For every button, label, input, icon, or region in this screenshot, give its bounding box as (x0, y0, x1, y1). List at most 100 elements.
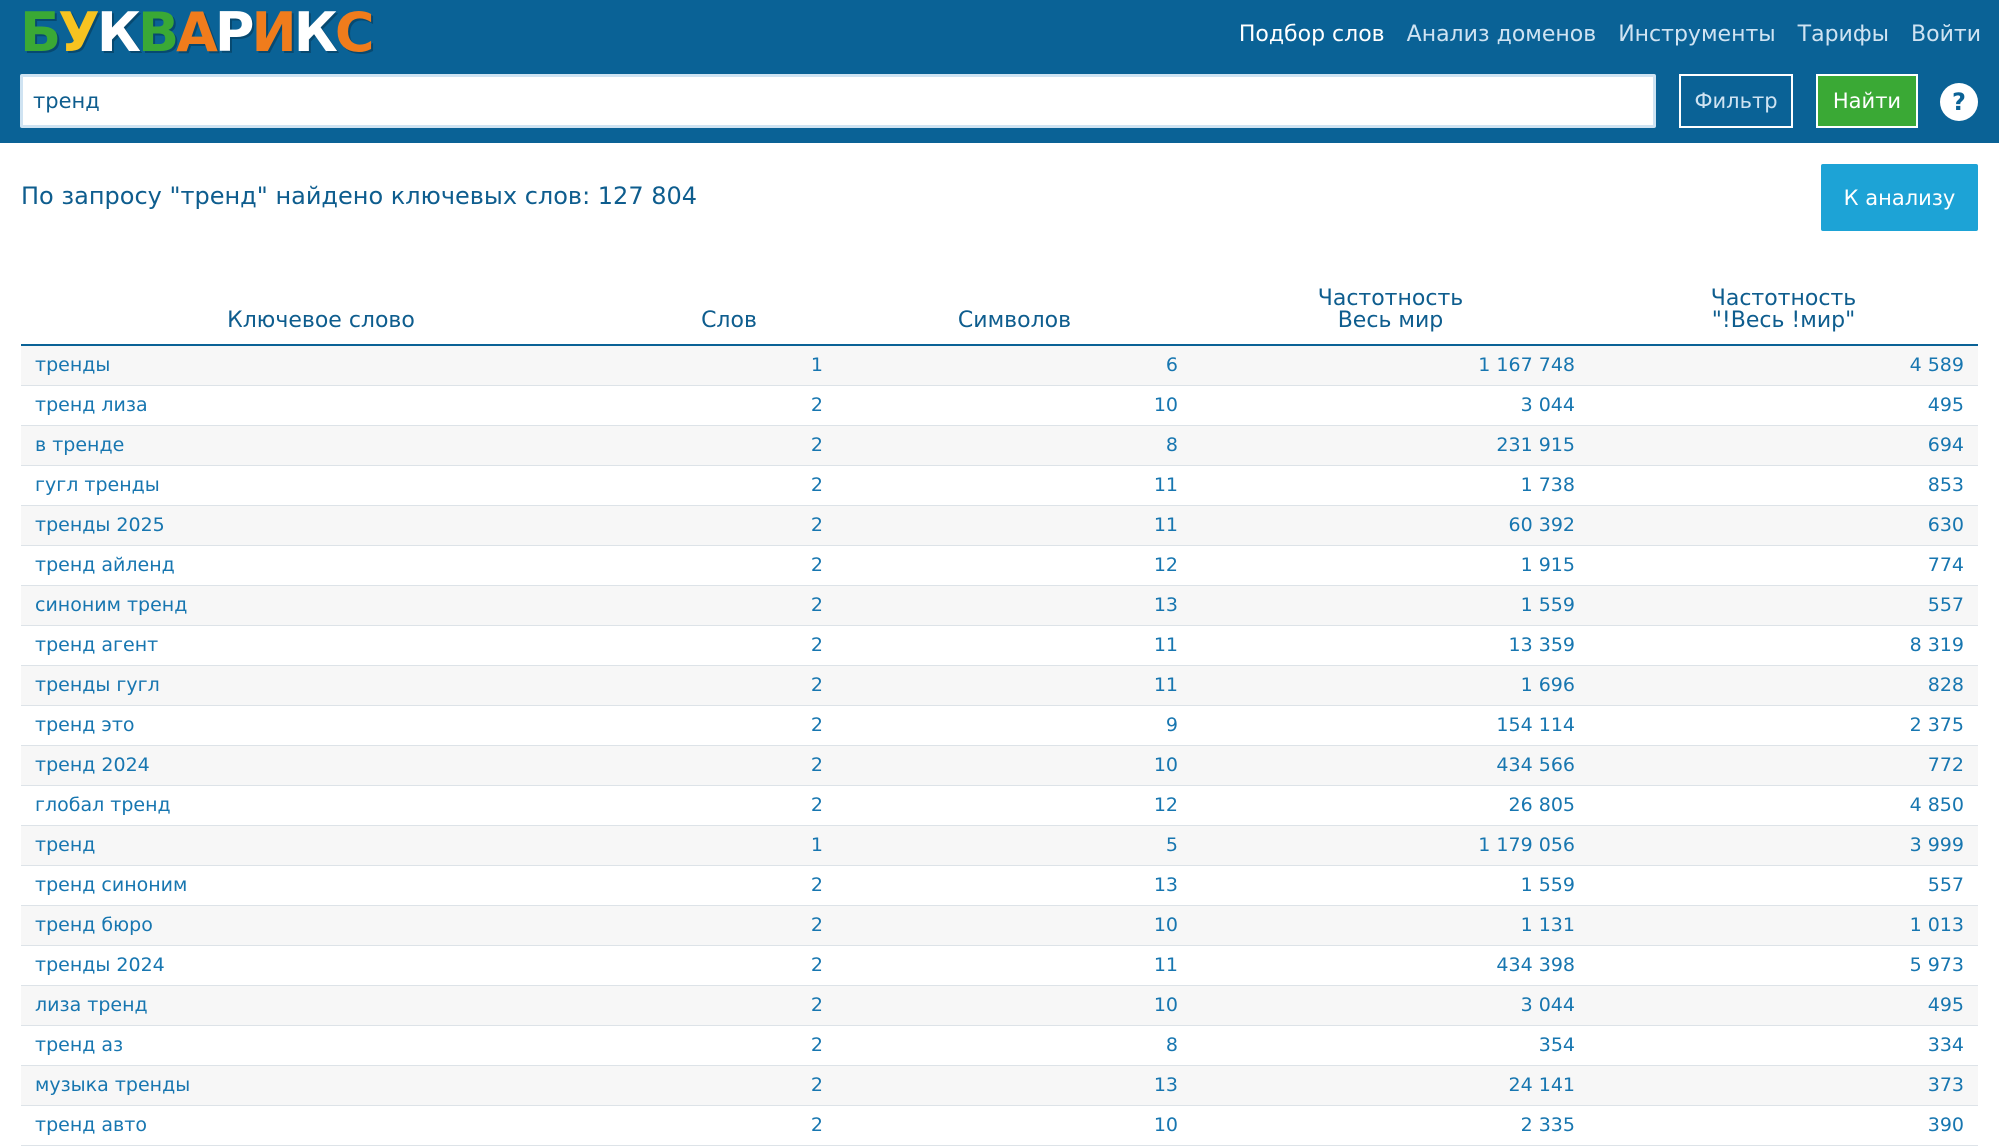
search-input[interactable] (20, 74, 1656, 128)
freq-exact-cell: 3 999 (1589, 825, 1978, 866)
words-cell: 2 (621, 505, 837, 546)
nav-tools[interactable]: Инструменты (1618, 22, 1776, 47)
table-row: тренд агент 2 11 13 359 8 319 (21, 625, 1978, 666)
chars-cell: 8 (837, 425, 1192, 466)
freq-exact-cell: 8 319 (1589, 625, 1978, 666)
help-icon[interactable]: ? (1940, 83, 1978, 121)
keyword-cell[interactable]: тренды гугл (21, 665, 621, 706)
logo-letter: У (58, 1, 100, 64)
table-row: тренд авто 2 10 2 335 390 (21, 1105, 1978, 1146)
column-header-words[interactable]: Слов (621, 262, 837, 346)
freq-exact-cell: 4 850 (1589, 785, 1978, 826)
keyword-cell[interactable]: тренд аз (21, 1025, 621, 1066)
chars-cell: 13 (837, 1065, 1192, 1106)
table-row: тренд 1 5 1 179 056 3 999 (21, 825, 1978, 866)
keyword-cell[interactable]: глобал тренд (21, 785, 621, 826)
keyword-cell[interactable]: синоним тренд (21, 585, 621, 626)
chars-cell: 12 (837, 785, 1192, 826)
keyword-cell[interactable]: тренд бюро (21, 905, 621, 946)
table-body: тренды 1 6 1 167 748 4 589 тренд лиза 2 10 3 044… (21, 345, 1978, 1146)
freq-world-cell: 1 915 (1192, 545, 1589, 586)
keyword-cell[interactable]: тренды 2025 (21, 505, 621, 546)
nav-keyword-selection[interactable]: Подбор слов (1238, 22, 1385, 47)
freq-world-cell: 3 044 (1192, 385, 1589, 426)
words-cell: 2 (621, 625, 837, 666)
freq-exact-cell: 853 (1589, 465, 1978, 506)
keyword-cell[interactable]: музыка тренды (21, 1065, 621, 1106)
chars-cell: 8 (837, 1025, 1192, 1066)
column-header-keyword[interactable]: Ключевое слово (21, 262, 621, 346)
filter-button[interactable]: Фильтр (1679, 74, 1793, 128)
freq-exact-cell: 4 589 (1589, 345, 1978, 386)
column-header-chars[interactable]: Символов (837, 262, 1192, 346)
words-cell: 2 (621, 745, 837, 786)
keyword-cell[interactable]: тренд айленд (21, 545, 621, 586)
keyword-cell[interactable]: тренд синоним (21, 865, 621, 906)
logo-letter: И (251, 1, 297, 64)
keyword-cell[interactable]: тренды 2024 (21, 945, 621, 986)
column-header-freq-world[interactable]: Частотность Весь мир (1192, 262, 1589, 346)
words-cell: 2 (621, 545, 837, 586)
keyword-cell[interactable]: тренд лиза (21, 385, 621, 426)
table-row: тренды 2024 2 11 434 398 5 973 (21, 945, 1978, 986)
freq-exact-cell: 373 (1589, 1065, 1978, 1106)
words-cell: 2 (621, 865, 837, 906)
main-nav: Подбор слов Анализ доменов Инструменты Т… (1239, 20, 1981, 50)
freq-world-cell: 434 398 (1192, 945, 1589, 986)
chars-cell: 10 (837, 985, 1192, 1026)
keyword-cell[interactable]: тренд (21, 825, 621, 866)
freq-exact-cell: 694 (1589, 425, 1978, 466)
words-cell: 2 (621, 945, 837, 986)
freq-exact-cell: 630 (1589, 505, 1978, 546)
column-header-freq-exact[interactable]: Частотность "!Весь !мир" (1589, 262, 1978, 346)
words-cell: 2 (621, 1105, 837, 1146)
freq-exact-cell: 495 (1589, 985, 1978, 1026)
words-cell: 2 (621, 1065, 837, 1106)
keyword-cell[interactable]: гугл тренды (21, 465, 621, 506)
analyze-button[interactable]: К анализу (1821, 164, 1978, 231)
freq-world-cell: 1 167 748 (1192, 345, 1589, 386)
table-row: тренд это 2 9 154 114 2 375 (21, 705, 1978, 746)
keywords-table: Ключевое слово Слов Символов Частотность… (21, 262, 1978, 1146)
words-cell: 2 (621, 785, 837, 826)
chars-cell: 13 (837, 585, 1192, 626)
table-header-row: Ключевое слово Слов Символов Частотность… (21, 262, 1978, 346)
words-cell: 2 (621, 385, 837, 426)
keyword-cell[interactable]: тренд агент (21, 625, 621, 666)
freq-world-cell: 2 335 (1192, 1105, 1589, 1146)
freq-exact-cell: 334 (1589, 1025, 1978, 1066)
keyword-cell[interactable]: тренд это (21, 705, 621, 746)
site-logo[interactable]: БУКВАРИКС (20, 1, 374, 64)
freq-world-cell: 26 805 (1192, 785, 1589, 826)
table-row: музыка тренды 2 13 24 141 373 (21, 1065, 1978, 1106)
logo-letter: Р (214, 1, 255, 64)
logo-letter: А (176, 1, 218, 64)
words-cell: 1 (621, 825, 837, 866)
keyword-cell[interactable]: тренд 2024 (21, 745, 621, 786)
chars-cell: 10 (837, 745, 1192, 786)
freq-world-cell: 1 131 (1192, 905, 1589, 946)
freq-world-cell: 434 566 (1192, 745, 1589, 786)
find-button[interactable]: Найти (1816, 74, 1918, 128)
table-row: тренд 2024 2 10 434 566 772 (21, 745, 1978, 786)
chars-cell: 6 (837, 345, 1192, 386)
chars-cell: 11 (837, 465, 1192, 506)
nav-domain-analysis[interactable]: Анализ доменов (1406, 22, 1597, 47)
freq-world-cell: 1 179 056 (1192, 825, 1589, 866)
keyword-cell[interactable]: тренды (21, 345, 621, 386)
freq-exact-cell: 557 (1589, 865, 1978, 906)
nav-login[interactable]: Войти (1911, 22, 1981, 47)
words-cell: 2 (621, 1025, 837, 1066)
keyword-cell[interactable]: лиза тренд (21, 985, 621, 1026)
words-cell: 2 (621, 465, 837, 506)
freq-world-cell: 1 559 (1192, 585, 1589, 626)
keyword-cell[interactable]: тренд авто (21, 1105, 621, 1146)
nav-pricing[interactable]: Тарифы (1797, 22, 1890, 47)
table-row: глобал тренд 2 12 26 805 4 850 (21, 785, 1978, 826)
keyword-cell[interactable]: в тренде (21, 425, 621, 466)
table-row: в тренде 2 8 231 915 694 (21, 425, 1978, 466)
table-row: тренд айленд 2 12 1 915 774 (21, 545, 1978, 586)
freq-exact-cell: 2 375 (1589, 705, 1978, 746)
freq-world-cell: 154 114 (1192, 705, 1589, 746)
table-row: тренд бюро 2 10 1 131 1 013 (21, 905, 1978, 946)
